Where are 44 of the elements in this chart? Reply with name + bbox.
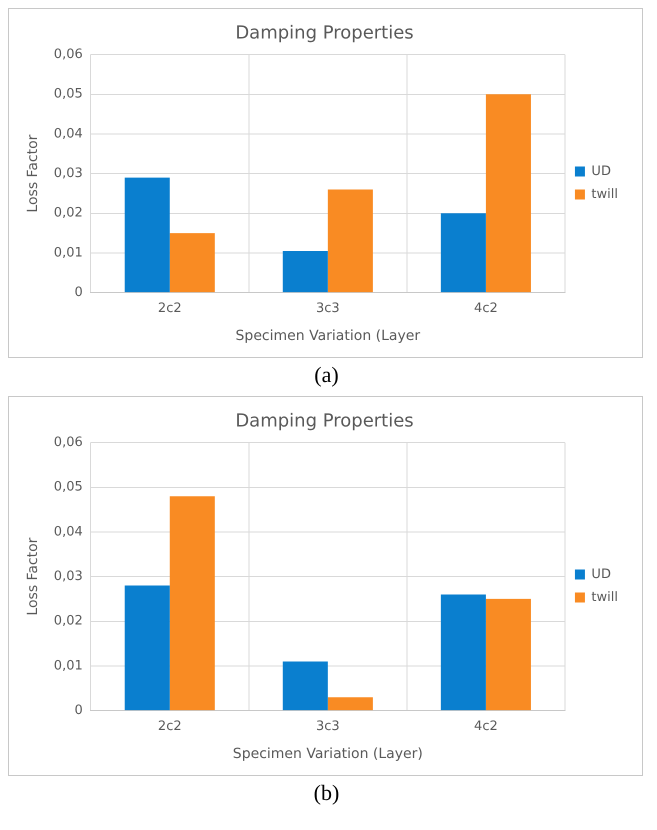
text: (b) bbox=[312, 780, 340, 806]
x-tick-label: 2c2 bbox=[158, 718, 182, 734]
bar bbox=[124, 586, 170, 710]
y-tick-label: 0,01 bbox=[54, 658, 83, 674]
legend-label: UD bbox=[591, 164, 611, 179]
x-axis-title: Specimen Variation (Layer bbox=[236, 328, 420, 344]
bar bbox=[440, 213, 486, 292]
y-tick-label: 0,05 bbox=[54, 86, 83, 102]
y-tick-label: 0,01 bbox=[54, 245, 83, 260]
x-tick-label: 3c3 bbox=[316, 718, 340, 734]
y-tick-label: 0,02 bbox=[54, 206, 83, 221]
bar bbox=[486, 598, 531, 710]
bar bbox=[440, 594, 486, 710]
legend-label: twill bbox=[591, 186, 618, 202]
x-tick-label: 2c2 bbox=[158, 300, 182, 316]
y-tick-label: 0 bbox=[74, 284, 83, 300]
bar bbox=[328, 189, 373, 292]
y-tick-label: 0,03 bbox=[54, 166, 83, 181]
y-tick-label: 0,03 bbox=[54, 568, 83, 584]
y-tick-label: 0,04 bbox=[54, 524, 83, 540]
legend-label: UD bbox=[591, 566, 611, 582]
chart-title: Damping Properties bbox=[235, 410, 414, 432]
legend-label: twill bbox=[591, 590, 618, 605]
bar bbox=[282, 661, 328, 710]
y-axis-title: Loss Factor bbox=[25, 134, 42, 213]
y-tick-label: 0,02 bbox=[54, 614, 83, 629]
y-tick-label: 0,06 bbox=[54, 434, 83, 450]
x-tick-label: 3c3 bbox=[316, 300, 340, 316]
bar bbox=[282, 250, 328, 292]
chart-title: Damping Properties bbox=[235, 22, 414, 44]
y-tick-label: 0,04 bbox=[54, 126, 83, 142]
text: (a) bbox=[313, 362, 340, 388]
y-axis-title: Loss Factor bbox=[25, 537, 42, 616]
y-tick-label: 0,05 bbox=[54, 480, 83, 495]
y-tick-label: 0 bbox=[74, 702, 83, 718]
x-axis-title: Specimen Variation (Layer) bbox=[232, 746, 423, 762]
bar bbox=[170, 496, 215, 710]
bar bbox=[124, 178, 170, 292]
bar bbox=[170, 233, 215, 292]
x-tick-label: 4c2 bbox=[474, 300, 498, 316]
bar bbox=[486, 94, 531, 292]
bar bbox=[328, 697, 373, 710]
y-tick-label: 0,06 bbox=[54, 46, 83, 62]
x-tick-label: 4c2 bbox=[474, 718, 498, 734]
